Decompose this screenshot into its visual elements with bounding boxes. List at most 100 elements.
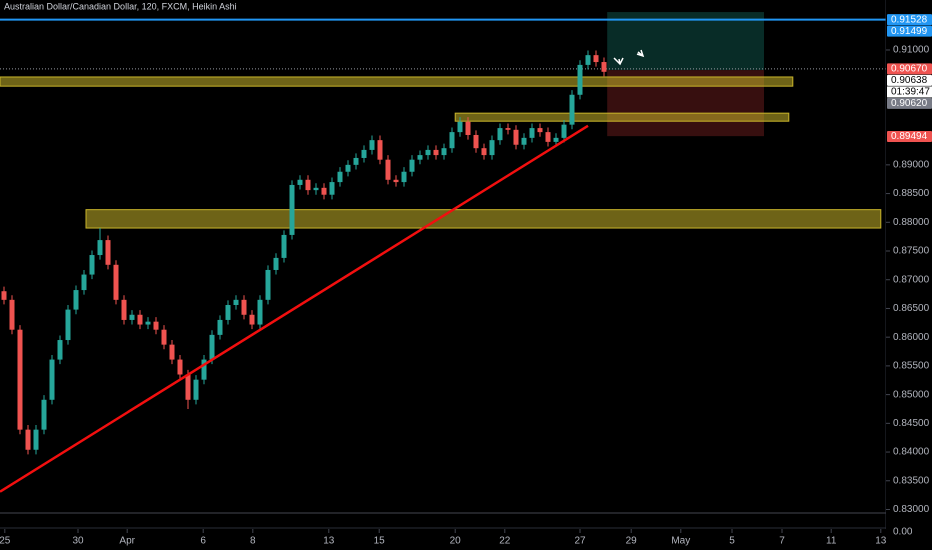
candle-body xyxy=(313,187,319,191)
candle-body xyxy=(1,291,7,300)
sr-zone xyxy=(0,76,794,87)
x-tick-label: May xyxy=(671,536,690,547)
time-axis xyxy=(0,529,932,550)
candle-body xyxy=(273,257,279,270)
price-label: 0.90638 xyxy=(891,75,928,86)
price-label-box xyxy=(887,25,932,37)
price-label: 0.89494 xyxy=(891,131,928,142)
x-tick-label: 5 xyxy=(729,536,735,547)
y-tick-label: 0.87500 xyxy=(893,246,930,257)
candle-body xyxy=(137,314,143,325)
candle-body xyxy=(97,240,103,256)
price-label-box xyxy=(887,14,932,26)
price-label: 0.91499 xyxy=(891,26,928,37)
price-label: 0.90620 xyxy=(891,98,928,109)
candle-body xyxy=(297,179,303,185)
candle-body xyxy=(201,359,207,380)
candle-body xyxy=(257,299,263,325)
candle-body xyxy=(129,314,135,320)
y-tick-label: 0.84000 xyxy=(893,447,930,458)
y-tick-label: 0.91000 xyxy=(893,45,930,56)
candle-body xyxy=(329,182,335,195)
candle-body xyxy=(113,264,119,300)
y-tick-label: 0.86500 xyxy=(893,303,930,314)
y-tick-label: 0.87000 xyxy=(893,274,930,285)
candle-body xyxy=(569,94,575,125)
target-zone xyxy=(607,12,764,71)
candle-body xyxy=(521,137,527,145)
candle-body xyxy=(193,379,199,400)
x-tick-label: 6 xyxy=(200,536,206,547)
y-tick-label: 0.88000 xyxy=(893,217,930,228)
candle-body xyxy=(153,321,159,330)
sr-zone xyxy=(85,209,882,229)
x-tick-label: 29 xyxy=(626,536,638,547)
candle-body xyxy=(65,309,71,341)
candle-body xyxy=(545,132,551,142)
candle-body xyxy=(601,62,607,72)
candle-body xyxy=(473,134,479,149)
candle-body xyxy=(585,55,591,65)
candle-body xyxy=(145,321,151,325)
x-tick-label: 11 xyxy=(826,536,837,547)
candle-body xyxy=(185,374,191,400)
price-label-box xyxy=(887,74,932,86)
x-tick-label: 13 xyxy=(875,536,887,547)
candle-body xyxy=(401,171,407,183)
x-tick-label: Apr xyxy=(119,536,135,547)
candle-body xyxy=(161,329,167,345)
candle-body xyxy=(33,429,39,450)
candle-body xyxy=(49,359,55,400)
price-label-box xyxy=(887,97,932,109)
candle-body xyxy=(425,149,431,156)
arrow-down xyxy=(613,57,624,66)
candle-body xyxy=(169,344,175,360)
price-label: 0.91528 xyxy=(891,14,928,25)
candle-body xyxy=(529,128,535,138)
y-tick-label: 0.85500 xyxy=(893,361,930,372)
y-tick-label: 0.85000 xyxy=(893,389,930,400)
x-tick-label: 20 xyxy=(450,536,462,547)
x-tick-label: 27 xyxy=(574,536,586,547)
candle-body xyxy=(449,132,455,149)
candle-body xyxy=(505,128,511,130)
countdown-box xyxy=(887,86,932,98)
candle-body xyxy=(497,128,503,141)
x-tick-label: 8 xyxy=(250,536,256,547)
pane-tick-label: 0.00 xyxy=(893,527,913,538)
candle-body xyxy=(409,159,415,172)
x-tick-label: 25 xyxy=(0,536,11,547)
countdown: 01:39:47 xyxy=(891,87,930,98)
candle-body xyxy=(73,290,79,310)
candle-body xyxy=(217,319,223,335)
candle-body xyxy=(89,255,95,275)
candle-body xyxy=(433,149,439,156)
candle-body xyxy=(25,429,31,450)
y-tick-label: 0.83500 xyxy=(893,475,930,486)
candle-body xyxy=(593,55,599,63)
candle-body xyxy=(289,184,295,235)
candle-body xyxy=(321,187,327,195)
price-label-box xyxy=(887,130,932,142)
candle-body xyxy=(241,299,247,315)
candle-body xyxy=(553,137,559,142)
chart-title: Australian Dollar/Canadian Dollar, 120, … xyxy=(4,1,237,11)
candle-body xyxy=(209,334,215,360)
candle-body xyxy=(337,171,343,183)
candle-body xyxy=(417,155,423,160)
arrow-up xyxy=(636,49,645,58)
candle-body xyxy=(385,159,391,180)
y-tick-label: 0.86000 xyxy=(893,332,930,343)
candle-body xyxy=(577,64,583,95)
candle-body xyxy=(233,299,239,306)
y-tick-label: 0.89000 xyxy=(893,159,930,170)
x-tick-label: 15 xyxy=(374,536,386,547)
candle-body xyxy=(353,157,359,165)
y-tick-label: 0.88500 xyxy=(893,188,930,199)
candle-body xyxy=(393,179,399,183)
candle-body xyxy=(121,299,127,320)
candle-body xyxy=(225,305,231,320)
candle-body xyxy=(41,399,47,430)
candle-body xyxy=(369,140,375,150)
